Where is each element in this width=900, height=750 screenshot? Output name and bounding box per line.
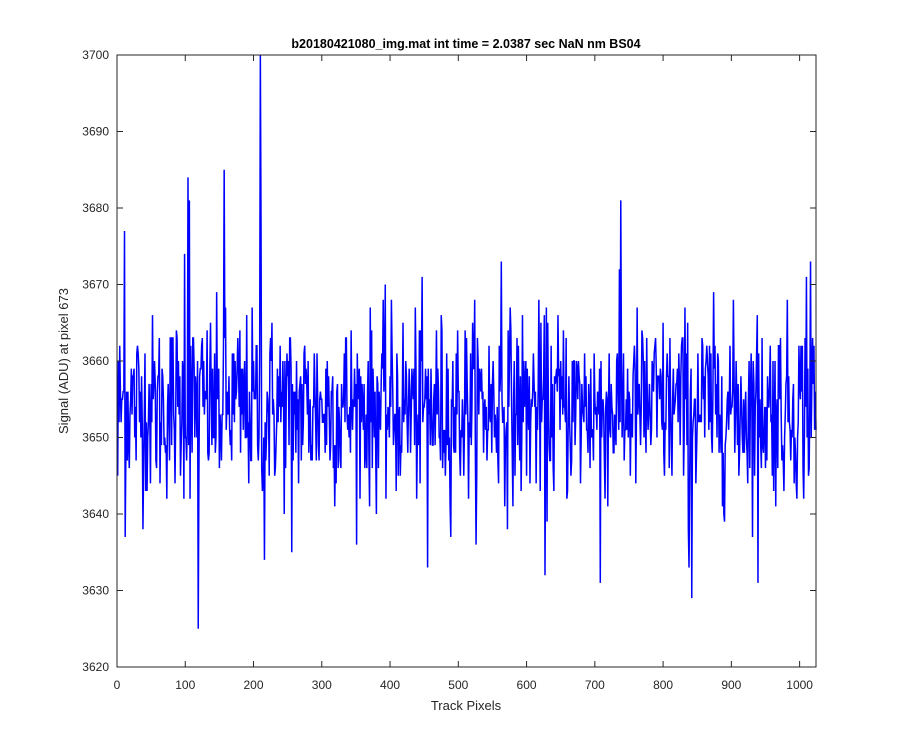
y-tick-label: 3670 bbox=[82, 278, 109, 292]
y-tick-label: 3680 bbox=[82, 201, 109, 215]
x-tick-label: 500 bbox=[448, 678, 468, 692]
series-line bbox=[116, 54, 817, 629]
y-axis-ticks: 3620 3630 3640 3650 3660 3670 3680 3690 3700 bbox=[82, 48, 816, 674]
y-tick-label: 3660 bbox=[82, 354, 109, 368]
y-tick-label: 3690 bbox=[82, 125, 109, 139]
x-tick-label: 600 bbox=[517, 678, 537, 692]
x-tick-label: 800 bbox=[653, 678, 673, 692]
x-axis-label: Track Pixels bbox=[431, 698, 502, 713]
y-tick-label: 3650 bbox=[82, 431, 109, 445]
x-tick-label: 300 bbox=[312, 678, 332, 692]
x-axis-ticks: 0 100 200 300 400 500 600 700 800 900 1000 bbox=[114, 55, 813, 692]
y-axis-label: Signal (ADU) at pixel 673 bbox=[56, 288, 71, 434]
x-tick-label: 900 bbox=[721, 678, 741, 692]
x-tick-label: 200 bbox=[244, 678, 264, 692]
x-tick-label: 100 bbox=[175, 678, 195, 692]
chart-title: b20180421080_img.mat int time = 2.0387 s… bbox=[291, 37, 640, 51]
y-tick-label: 3630 bbox=[82, 584, 109, 598]
x-tick-label: 0 bbox=[114, 678, 121, 692]
x-tick-label: 1000 bbox=[786, 678, 813, 692]
series-layer bbox=[116, 54, 817, 629]
x-tick-label: 400 bbox=[380, 678, 400, 692]
y-tick-label: 3620 bbox=[82, 660, 109, 674]
y-tick-label: 3640 bbox=[82, 507, 109, 521]
x-tick-label: 700 bbox=[585, 678, 605, 692]
plot-area: 0 100 200 300 400 500 600 700 800 900 1000 3620 363… bbox=[82, 48, 817, 692]
y-tick-label: 3700 bbox=[82, 48, 109, 62]
